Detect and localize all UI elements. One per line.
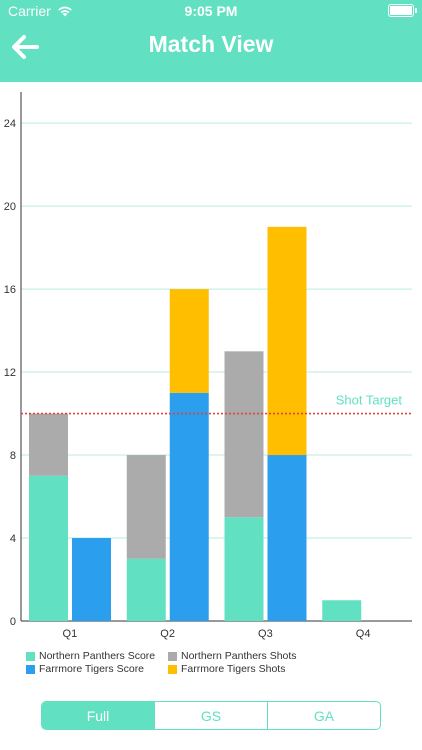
match-bar-chart: 0 4 8 12 16 20 24 Q1 Q2 Q3 Q4 Shot Target	[4, 92, 412, 640]
legend-item: Farrmore Tigers Score	[26, 663, 144, 675]
bar-segment	[322, 600, 362, 621]
bar-segment	[72, 538, 111, 621]
shot-target-label: Shot Target	[336, 393, 403, 408]
segment-ga[interactable]: GA	[267, 702, 380, 729]
legend-swatch	[26, 651, 35, 661]
legend-item: Northern Panthers Shots	[168, 650, 297, 662]
status-time: 9:05 PM	[184, 3, 238, 19]
bar-segment	[29, 413, 68, 476]
legend-item: Northern Panthers Score	[26, 650, 155, 662]
bar-segment	[267, 455, 307, 621]
carrier-label: Carrier	[8, 3, 51, 19]
status-bar: Carrier 9:05 PM	[0, 0, 422, 24]
y-tick-label: 12	[4, 367, 16, 379]
x-tick-label: Q1	[63, 628, 78, 640]
legend-label: Farrmore Tigers Shots	[181, 663, 286, 675]
legend-swatch	[168, 651, 177, 661]
view-segmented-control: Full GS GA	[41, 701, 381, 730]
bar-segment	[224, 517, 264, 621]
legend-item: Farrmore Tigers Shots	[168, 663, 285, 675]
legend-swatch	[26, 664, 35, 674]
bar-segment	[267, 226, 307, 456]
y-tick-label: 4	[10, 533, 16, 545]
nav-bar: Carrier 9:05 PM Match View	[0, 0, 422, 82]
x-tick-label: Q4	[356, 628, 371, 640]
legend-label: Northern Panthers Score	[39, 650, 156, 662]
y-tick-label: 20	[4, 201, 16, 213]
bar-segment	[29, 475, 68, 621]
y-tick-label: 16	[4, 284, 16, 296]
x-tick-label: Q3	[258, 628, 273, 640]
segment-gs[interactable]: GS	[154, 702, 267, 729]
bar-segment	[224, 351, 264, 518]
bar-segment	[126, 558, 166, 621]
y-tick-label: 24	[4, 118, 16, 130]
segment-full[interactable]: Full	[42, 702, 154, 729]
x-tick-label: Q2	[160, 628, 175, 640]
legend-label: Northern Panthers Shots	[181, 650, 297, 662]
page-title: Match View	[148, 31, 274, 57]
carrier-info: Carrier	[8, 3, 73, 19]
wifi-icon	[57, 6, 72, 17]
bar-segment	[169, 289, 209, 393]
y-tick-label: 8	[10, 450, 16, 462]
battery-icon	[388, 4, 417, 17]
legend-swatch	[168, 664, 177, 674]
y-tick-label: 0	[10, 616, 16, 628]
back-arrow-icon[interactable]	[10, 34, 40, 60]
bar-segment	[126, 455, 166, 559]
legend-label: Farrmore Tigers Score	[39, 663, 145, 675]
bar-segment	[169, 392, 209, 621]
